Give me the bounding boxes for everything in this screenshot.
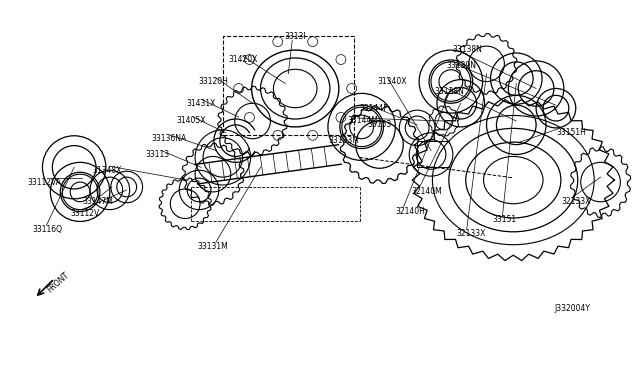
Text: 33153: 33153 xyxy=(367,121,392,129)
Text: 33116Q: 33116Q xyxy=(33,225,63,234)
Text: 33112VA: 33112VA xyxy=(28,177,61,187)
Text: 31348X: 31348X xyxy=(92,166,122,175)
Text: 33133M: 33133M xyxy=(328,136,359,145)
Text: 31405X: 31405X xyxy=(176,116,205,125)
Text: 33151: 33151 xyxy=(493,215,516,224)
Text: 32133X: 32133X xyxy=(562,197,591,206)
Text: 33112V: 33112V xyxy=(70,209,99,218)
Text: 31420X: 31420X xyxy=(228,55,258,64)
Text: 33113: 33113 xyxy=(145,150,170,159)
Text: 33120H: 33120H xyxy=(198,77,228,86)
Text: 32140H: 32140H xyxy=(396,207,425,216)
Text: 33138N: 33138N xyxy=(434,87,464,96)
Text: 32140M: 32140M xyxy=(412,187,442,196)
Text: 31431X: 31431X xyxy=(186,99,216,108)
Text: 33151H: 33151H xyxy=(556,128,586,137)
Text: 33138N: 33138N xyxy=(453,45,483,54)
Text: 33131M: 33131M xyxy=(197,241,228,251)
Text: 32133X: 32133X xyxy=(457,229,486,238)
Text: 3313I: 3313I xyxy=(284,32,306,41)
Text: 33147M: 33147M xyxy=(82,197,113,206)
Text: 31340X: 31340X xyxy=(378,77,407,86)
Text: 33144M: 33144M xyxy=(348,116,379,125)
Text: 33136NA: 33136NA xyxy=(152,134,187,143)
Text: J332004Y: J332004Y xyxy=(554,304,590,312)
Text: FRONT: FRONT xyxy=(45,270,71,295)
Text: 33139N: 33139N xyxy=(447,61,477,70)
Text: 33144F: 33144F xyxy=(360,104,388,113)
